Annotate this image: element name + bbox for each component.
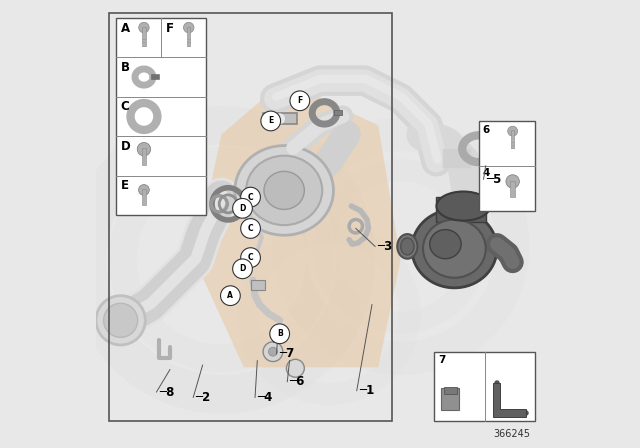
- Circle shape: [290, 91, 310, 111]
- Text: B: B: [121, 61, 130, 74]
- Circle shape: [241, 187, 260, 207]
- Circle shape: [269, 347, 278, 356]
- Bar: [479, 121, 535, 211]
- Circle shape: [139, 22, 149, 33]
- Circle shape: [139, 185, 149, 195]
- Text: E: E: [268, 116, 273, 125]
- Circle shape: [506, 175, 520, 188]
- Ellipse shape: [430, 229, 461, 259]
- Text: B: B: [277, 329, 282, 338]
- Text: ─2: ─2: [195, 391, 211, 404]
- Text: ─3: ─3: [378, 240, 392, 253]
- Ellipse shape: [246, 156, 323, 225]
- Text: F: F: [166, 22, 173, 34]
- Text: ─4: ─4: [257, 391, 273, 404]
- Circle shape: [221, 286, 240, 306]
- Text: ─7: ─7: [279, 347, 294, 361]
- Text: 6: 6: [483, 125, 490, 135]
- Bar: [109, 13, 392, 421]
- Circle shape: [184, 22, 194, 33]
- Text: E: E: [121, 179, 129, 192]
- Text: A: A: [121, 22, 130, 34]
- Circle shape: [263, 342, 283, 362]
- Text: C: C: [248, 253, 253, 262]
- Bar: [150, 74, 159, 79]
- Text: 7: 7: [438, 355, 445, 365]
- Circle shape: [104, 303, 138, 337]
- Polygon shape: [493, 383, 526, 417]
- Bar: [511, 181, 515, 197]
- Circle shape: [96, 296, 145, 345]
- Bar: [116, 18, 206, 215]
- Bar: [141, 148, 146, 165]
- Bar: [436, 197, 486, 222]
- Text: C: C: [121, 100, 129, 113]
- Circle shape: [233, 198, 252, 218]
- Circle shape: [241, 248, 260, 267]
- Text: 366245: 366245: [493, 429, 531, 439]
- Circle shape: [508, 126, 518, 136]
- Ellipse shape: [401, 238, 414, 255]
- Text: ─1: ─1: [359, 384, 374, 397]
- Circle shape: [270, 324, 289, 344]
- Text: ─8: ─8: [159, 385, 174, 399]
- Text: C: C: [248, 224, 253, 233]
- Circle shape: [261, 111, 280, 131]
- Text: ─5: ─5: [486, 172, 501, 186]
- Bar: [142, 27, 145, 46]
- Circle shape: [241, 219, 260, 238]
- Text: D: D: [239, 204, 246, 213]
- Ellipse shape: [264, 172, 305, 210]
- Ellipse shape: [397, 234, 417, 259]
- Bar: [444, 387, 457, 394]
- Ellipse shape: [436, 192, 490, 221]
- Bar: [435, 352, 535, 421]
- Bar: [441, 388, 459, 410]
- Ellipse shape: [412, 210, 497, 288]
- Text: F: F: [297, 96, 303, 105]
- Bar: [511, 130, 514, 148]
- Text: 4: 4: [483, 168, 490, 178]
- Text: ─6: ─6: [289, 375, 305, 388]
- Text: D: D: [239, 264, 246, 273]
- Polygon shape: [195, 81, 401, 367]
- Circle shape: [233, 259, 252, 279]
- Bar: [141, 189, 146, 205]
- Text: D: D: [121, 140, 131, 153]
- Bar: [187, 27, 190, 46]
- Bar: [252, 280, 265, 290]
- Circle shape: [287, 359, 305, 377]
- Polygon shape: [262, 113, 297, 124]
- Text: A: A: [227, 291, 234, 300]
- Bar: [493, 144, 503, 152]
- Bar: [334, 110, 342, 115]
- Ellipse shape: [423, 220, 486, 278]
- Circle shape: [275, 113, 285, 124]
- Text: C: C: [248, 193, 253, 202]
- Circle shape: [137, 142, 150, 156]
- Ellipse shape: [235, 146, 333, 235]
